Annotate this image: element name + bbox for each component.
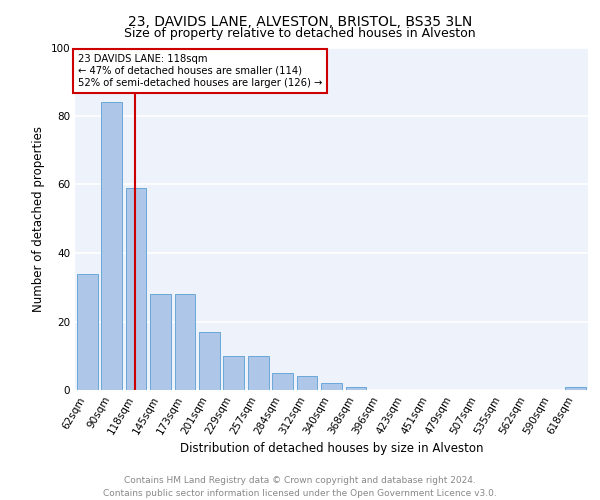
Bar [296, 376, 317, 390]
Bar [272, 373, 293, 390]
Text: Size of property relative to detached houses in Alveston: Size of property relative to detached ho… [124, 28, 476, 40]
Bar [565, 386, 586, 390]
Text: Contains HM Land Registry data © Crown copyright and database right 2024.
Contai: Contains HM Land Registry data © Crown c… [103, 476, 497, 498]
Bar [346, 386, 367, 390]
X-axis label: Distribution of detached houses by size in Alveston: Distribution of detached houses by size … [180, 442, 483, 455]
Bar [321, 383, 342, 390]
Bar [223, 356, 244, 390]
Y-axis label: Number of detached properties: Number of detached properties [32, 126, 45, 312]
Bar [101, 102, 122, 390]
Bar [125, 188, 146, 390]
Bar [77, 274, 98, 390]
Bar [248, 356, 269, 390]
Bar [150, 294, 171, 390]
Bar [199, 332, 220, 390]
Text: 23 DAVIDS LANE: 118sqm
← 47% of detached houses are smaller (114)
52% of semi-de: 23 DAVIDS LANE: 118sqm ← 47% of detached… [77, 54, 322, 88]
Bar [175, 294, 196, 390]
Text: 23, DAVIDS LANE, ALVESTON, BRISTOL, BS35 3LN: 23, DAVIDS LANE, ALVESTON, BRISTOL, BS35… [128, 15, 472, 29]
